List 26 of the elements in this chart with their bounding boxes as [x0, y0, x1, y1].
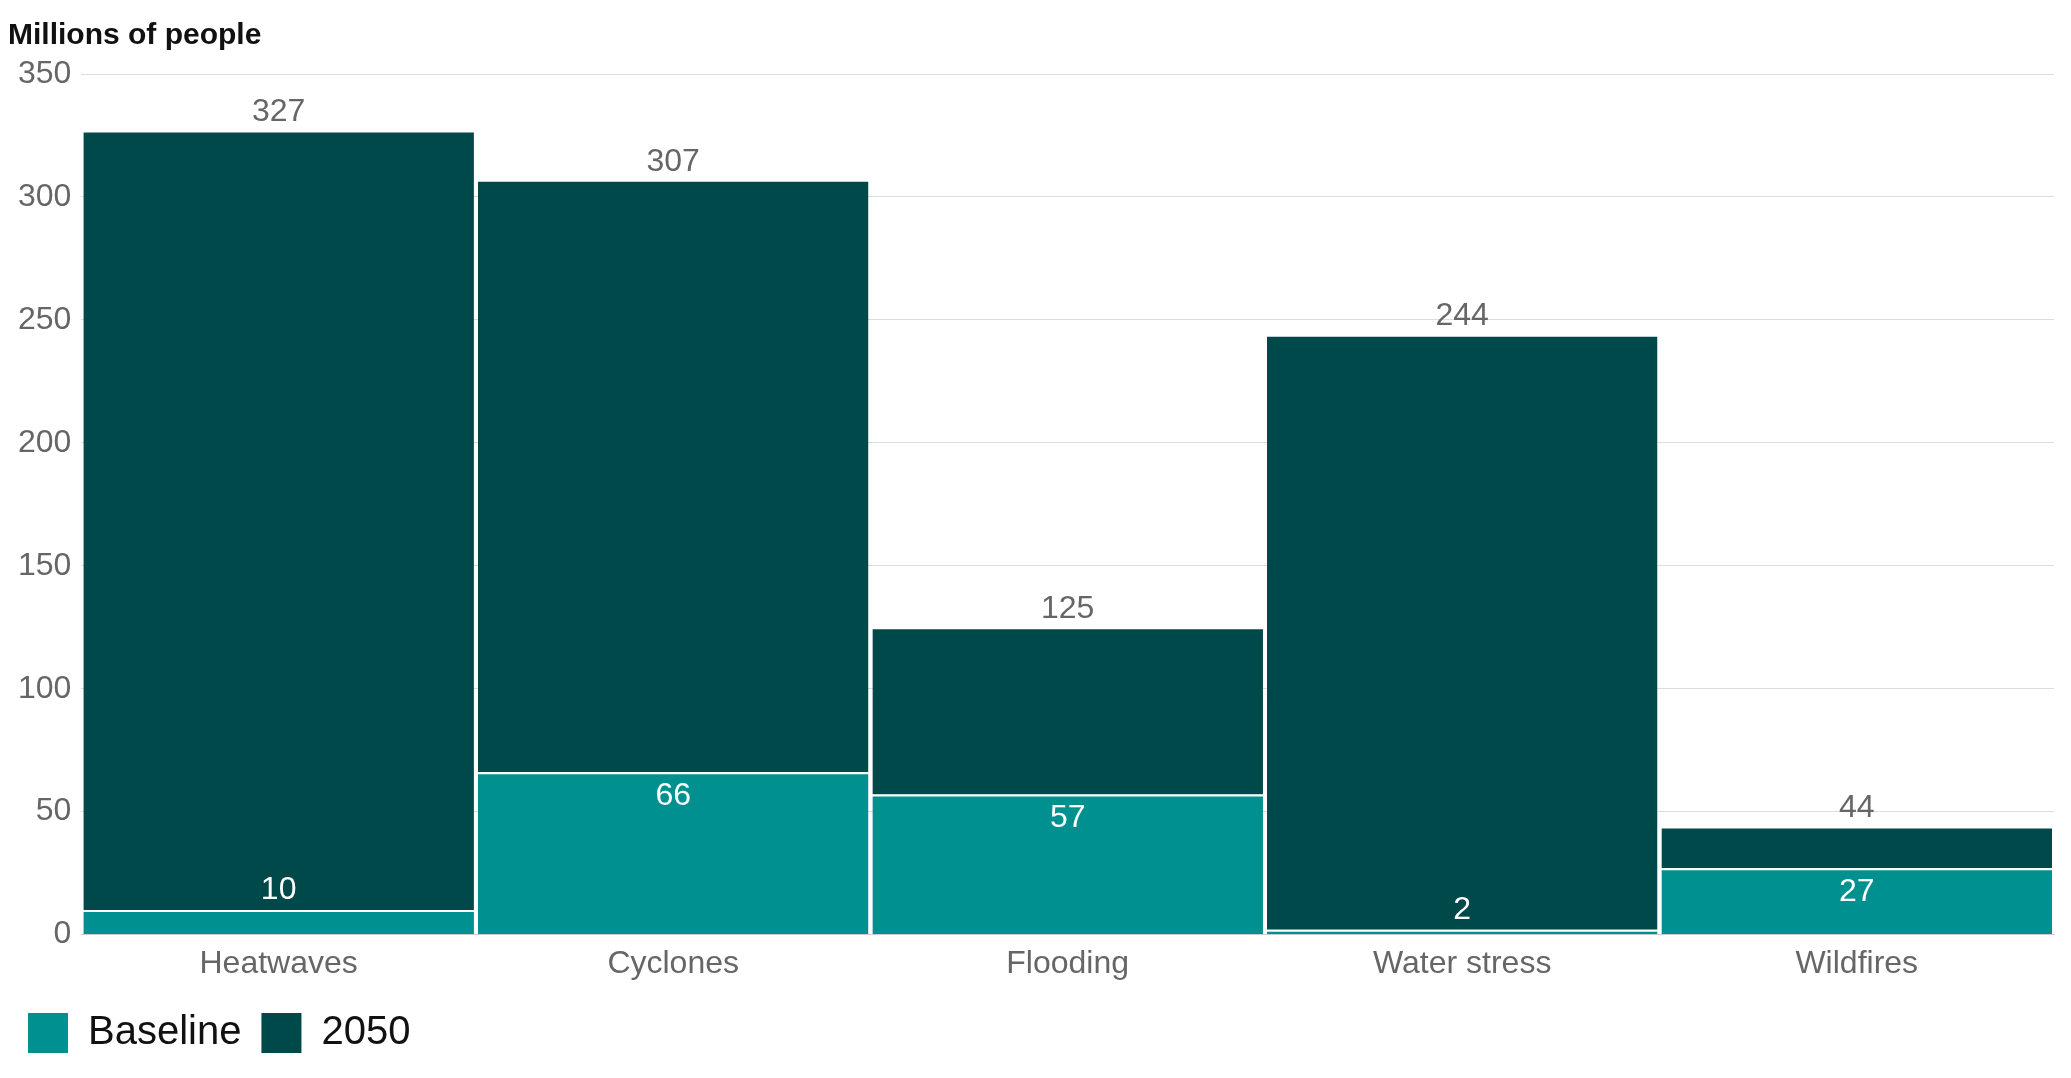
total-label: 307: [646, 141, 700, 178]
x-tick-label: Heatwaves: [199, 943, 358, 980]
x-tick-label: Water stress: [1373, 943, 1552, 980]
x-tick-label: Cyclones: [607, 943, 739, 980]
y-tick-label: 100: [18, 668, 72, 705]
y-tick-label: 50: [35, 791, 72, 828]
y-tick-label: 150: [18, 545, 72, 582]
data-label: 2: [1453, 889, 1472, 926]
y-tick-label: 250: [18, 299, 72, 336]
data-label: 66: [655, 776, 691, 813]
y-tick-label: 300: [18, 176, 72, 213]
total-label: 327: [251, 92, 306, 129]
y-tick-label: 0: [53, 914, 72, 951]
x-tick-label: Wildfires: [1795, 943, 1919, 980]
legend-label: 2050: [321, 1008, 411, 1053]
y-tick-label: 350: [18, 53, 72, 90]
y-tick-label: 200: [18, 422, 72, 459]
total-label: 44: [1838, 788, 1875, 825]
chart-title: Millions of people: [8, 17, 262, 51]
x-tick-label: Flooding: [1006, 943, 1130, 980]
legend-label: Baseline: [88, 1008, 242, 1053]
data-label: 10: [260, 869, 297, 906]
data-label: 57: [1049, 798, 1086, 835]
total-label: 244: [1435, 296, 1489, 333]
data-label: 27: [1838, 872, 1875, 909]
total-label: 125: [1041, 589, 1095, 626]
